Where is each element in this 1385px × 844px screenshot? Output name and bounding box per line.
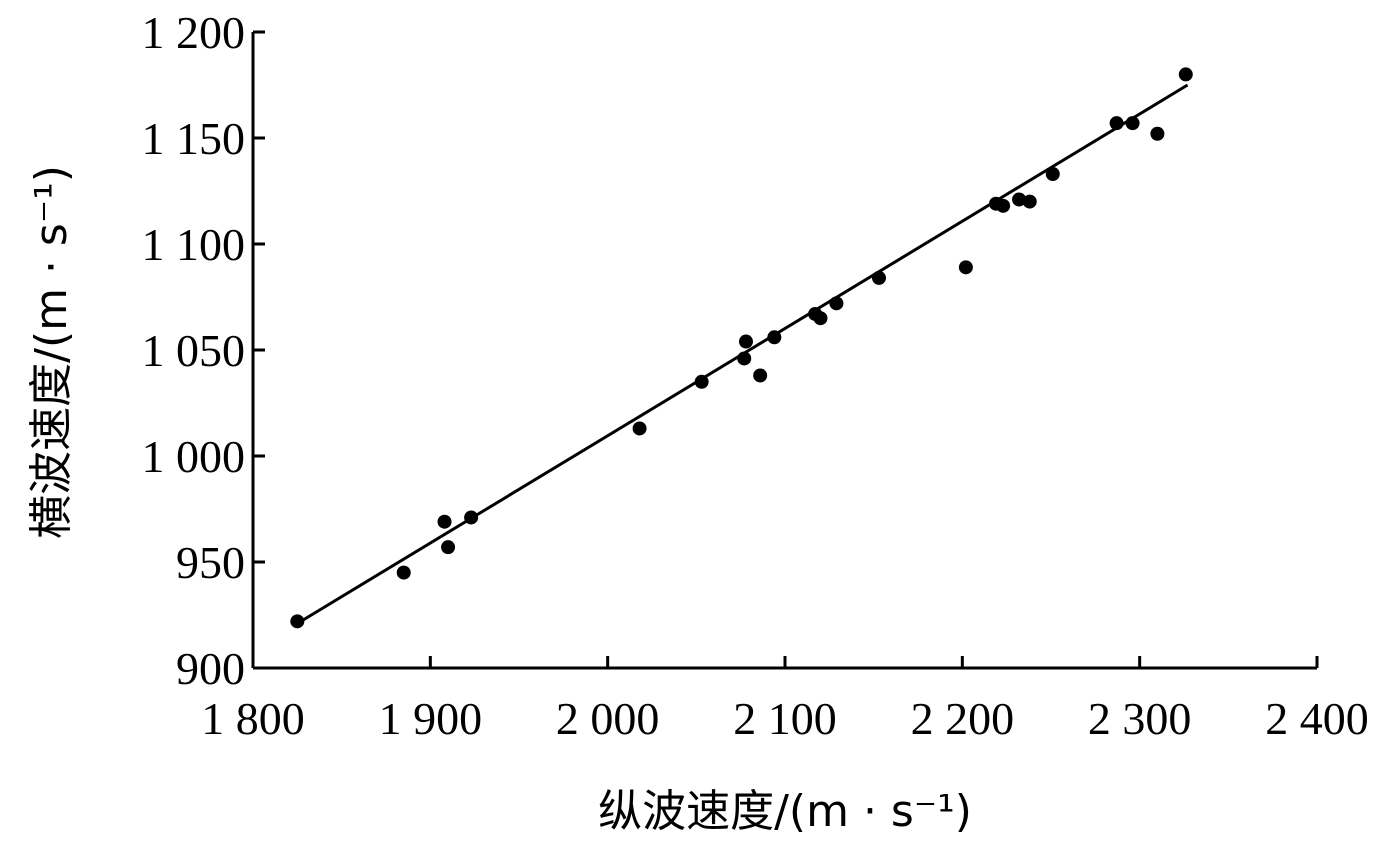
x-tick-label: 1 900 (379, 693, 483, 744)
data-point (767, 330, 782, 345)
x-tick-label: 2 100 (733, 693, 837, 744)
y-tick-label: 1 050 (142, 325, 246, 376)
data-point (871, 270, 886, 285)
data-point (1012, 192, 1027, 207)
data-point (996, 198, 1011, 213)
data-point (1022, 194, 1037, 209)
data-point (1045, 167, 1060, 182)
data-point (632, 421, 647, 436)
y-tick-label: 1 200 (142, 7, 246, 58)
data-point (753, 368, 768, 383)
x-axis-ticks: 1 800 1 900 2 000 2 100 2 200 2 300 2 400 (201, 656, 1369, 744)
data-points (290, 67, 1193, 629)
y-tick-label: 900 (176, 643, 245, 694)
x-tick-label: 2 300 (1088, 693, 1192, 744)
data-point (958, 260, 973, 275)
data-point (737, 351, 752, 366)
x-tick-label: 2 200 (911, 693, 1015, 744)
x-tick-label: 2 000 (556, 693, 660, 744)
data-point (1150, 126, 1165, 141)
y-axis-ticks: 900 950 1 000 1 050 1 100 1 150 1 200 (142, 7, 265, 694)
x-tick-label: 2 400 (1265, 693, 1369, 744)
data-point (813, 311, 828, 326)
x-axis-title: 纵波速度/(m · s⁻¹) (598, 786, 972, 837)
data-point (396, 565, 411, 580)
x-tick-label: 1 800 (201, 693, 305, 744)
data-point (694, 374, 709, 389)
data-point (441, 540, 456, 555)
data-point (464, 510, 479, 525)
data-point (1109, 116, 1124, 131)
y-tick-label: 1 000 (142, 431, 246, 482)
y-axis-title: 横波速度/(m · s⁻¹) (26, 165, 77, 539)
y-tick-label: 1 100 (142, 219, 246, 270)
data-point (1125, 116, 1140, 131)
data-point (290, 614, 305, 629)
data-point (738, 334, 753, 349)
data-point (1178, 67, 1193, 82)
y-tick-label: 950 (176, 537, 245, 588)
data-point (437, 514, 452, 529)
y-tick-label: 1 150 (142, 113, 246, 164)
data-point (829, 296, 844, 311)
